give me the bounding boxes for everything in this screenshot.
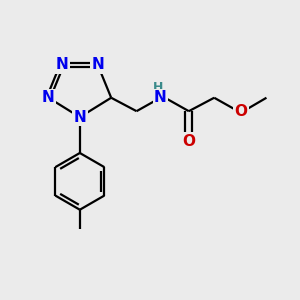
Text: N: N: [42, 90, 55, 105]
Text: N: N: [154, 90, 167, 105]
Text: N: N: [92, 57, 104, 72]
Text: N: N: [74, 110, 86, 125]
Text: H: H: [153, 81, 164, 94]
Text: O: O: [182, 134, 195, 148]
Text: O: O: [235, 104, 248, 119]
Text: N: N: [56, 57, 68, 72]
